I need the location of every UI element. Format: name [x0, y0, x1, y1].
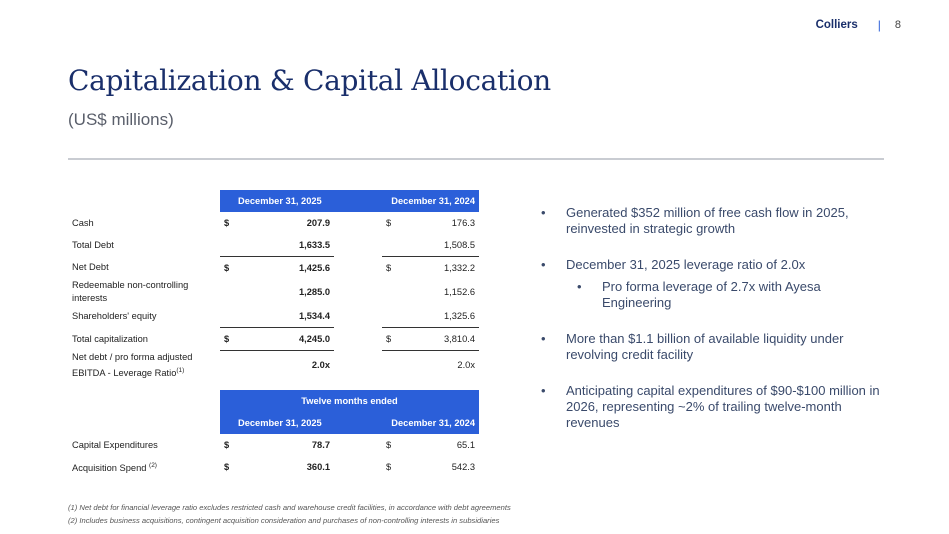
table-row: Net Debt $ 1,425.6 $ 1,332.2 — [68, 256, 479, 279]
value-2024: 1,508.5 — [443, 240, 475, 250]
value-2024: 3,810.4 — [420, 327, 479, 351]
value-2025: 78.7 — [311, 440, 330, 450]
column-header-2024: December 31, 2024 — [334, 412, 479, 434]
sub-list-item: • Pro forma leverage of 2.7x with Ayesa E… — [577, 279, 821, 310]
value-2024: 542.3 — [451, 462, 475, 472]
footnote-ref: (2) — [149, 461, 157, 469]
list-item: • December 31, 2025 leverage ratio of 2.0… — [541, 257, 806, 272]
table-row: Capital Expenditures $ 78.7 $ 65.1 — [68, 434, 479, 456]
brand-logo: Colliers — [815, 19, 858, 31]
row-label: Total capitalization — [72, 333, 148, 344]
title-divider — [68, 158, 884, 160]
value-2025: 360.1 — [306, 462, 330, 472]
capitalization-table: December 31, 2025 December 31, 2024 Cash… — [68, 190, 479, 380]
value-2024: 1,325.6 — [443, 311, 475, 321]
page-title: Capitalization & Capital Allocation — [68, 64, 551, 97]
list-item: • Anticipating capital expenditures of $9… — [541, 383, 880, 430]
value-2024: 2.0x — [420, 349, 479, 380]
bullet-icon: • — [577, 279, 582, 294]
row-label: Acquisition Spend (2) — [72, 461, 157, 474]
value-2024: 176.3 — [451, 218, 475, 228]
value-2025: 207.9 — [306, 218, 330, 228]
column-header-2025: December 31, 2025 — [220, 190, 334, 212]
row-label: Net Debt — [72, 262, 109, 273]
value-2025: 1,633.5 — [298, 240, 330, 250]
list-item: • More than $1.1 billion of available liq… — [541, 331, 844, 362]
page-header: Colliers | 8 — [816, 18, 901, 32]
footnote-ref: (1) — [176, 366, 185, 374]
value-2025: 4,245.0 — [266, 327, 334, 351]
list-item: • Generated $352 million of free cash flo… — [541, 205, 849, 236]
table-row: Shareholders' equity 1,534.4 1,325.6 — [68, 305, 479, 328]
bullet-icon: • — [541, 331, 546, 346]
value-2024: 1,152.6 — [443, 287, 475, 297]
table-row: Acquisition Spend (2) $ 360.1 $ 542.3 — [68, 456, 479, 478]
value-2025: 1,534.4 — [298, 311, 330, 321]
value-2024: 1,332.2 — [420, 256, 479, 279]
table-row: Redeemable non-controlling interests 1,2… — [68, 279, 479, 305]
bullet-icon: • — [541, 205, 546, 220]
capital-allocation-table: Twelve months ended December 31, 2025 De… — [68, 390, 479, 478]
row-label: Redeemable non-controlling interests — [72, 280, 189, 303]
table-row: Cash $ 207.9 $ 176.3 — [68, 212, 479, 234]
value-2025: 1,425.6 — [266, 256, 334, 279]
table-row: Net debt / pro forma adjusted EBITDA - L… — [68, 349, 479, 380]
row-label: Shareholders' equity — [72, 310, 157, 321]
table-row: Total Debt 1,633.5 1,508.5 — [68, 234, 479, 257]
row-label: Cash — [72, 217, 94, 228]
row-label: Capital Expenditures — [72, 439, 158, 450]
header-separator: | — [877, 18, 881, 32]
footnote-1: (1) Net debt for financial leverage rati… — [68, 503, 511, 512]
table-group-header-row: Twelve months ended — [68, 390, 479, 412]
bullet-icon: • — [541, 257, 546, 272]
value-2025: 2.0x — [266, 349, 334, 380]
highlights-list: • Generated $352 million of free cash flo… — [536, 205, 886, 431]
footnote-2: (2) Includes business acquisitions, cont… — [68, 516, 500, 525]
column-header-2025: December 31, 2025 — [220, 412, 334, 434]
value-2024: 65.1 — [456, 440, 475, 450]
table-header-row: December 31, 2025 December 31, 2024 — [68, 190, 479, 212]
group-header: Twelve months ended — [220, 390, 479, 412]
page-subtitle: (US$ millions) — [68, 110, 174, 129]
table-header-row: December 31, 2025 December 31, 2024 — [68, 412, 479, 434]
row-label: Total Debt — [72, 239, 114, 250]
row-label: Net debt / pro forma adjusted EBITDA - L… — [72, 351, 193, 378]
bullet-icon: • — [541, 383, 546, 398]
table-row: Total capitalization $ 4,245.0 $ 3,810.4 — [68, 327, 479, 351]
value-2025: 1,285.0 — [298, 287, 330, 297]
column-header-2024: December 31, 2024 — [334, 190, 479, 212]
page-number: 8 — [894, 19, 901, 31]
